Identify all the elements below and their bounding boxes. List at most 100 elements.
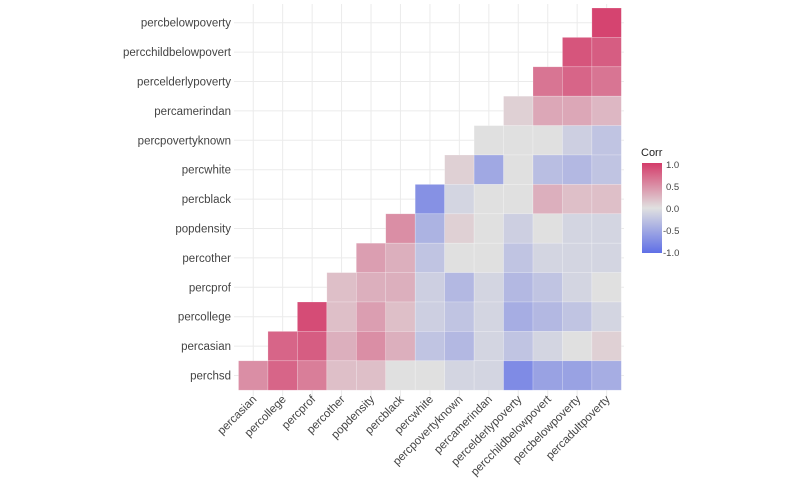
- heatmap-cell: [591, 331, 622, 362]
- heatmap-cell: [267, 360, 298, 391]
- heatmap-cell: [297, 360, 328, 391]
- legend-tick-label: 1.0: [666, 160, 679, 171]
- y-tick-label: percwhite: [182, 165, 231, 177]
- legend: Corr 1.0 0.5 0.0 -0.5 -1.0: [641, 147, 679, 259]
- heatmap-cell: [562, 95, 593, 126]
- heatmap-cell: [473, 125, 504, 156]
- heatmap-cell: [503, 184, 534, 215]
- y-tick-label: percchildbelowpovert: [123, 47, 232, 59]
- heatmap-cell: [473, 272, 504, 303]
- heatmap-cell: [562, 154, 593, 185]
- y-tick-label: percamerindan: [154, 106, 231, 118]
- heatmap-cell: [562, 242, 593, 273]
- heatmap-cell: [444, 360, 475, 391]
- heatmap-cell: [503, 242, 534, 273]
- heatmap-cell: [473, 154, 504, 185]
- y-tick-label: popdensity: [175, 224, 231, 236]
- legend-title: Corr: [641, 147, 663, 159]
- y-tick-label: percother: [182, 253, 231, 265]
- heatmap-cell: [562, 272, 593, 303]
- y-tick-label: percasian: [181, 341, 231, 353]
- heatmap-cell: [591, 301, 622, 332]
- heatmap-cell: [444, 184, 475, 215]
- heatmap-cell: [326, 272, 357, 303]
- heatmap-cell: [503, 213, 534, 244]
- heatmap-cell: [591, 95, 622, 126]
- heatmap-cell: [591, 360, 622, 391]
- heatmap-cell: [532, 154, 563, 185]
- heatmap-cell: [473, 301, 504, 332]
- heatmap-cell: [532, 331, 563, 362]
- heatmap-cell: [562, 331, 593, 362]
- legend-tick-label: 0.0: [666, 204, 679, 215]
- heatmap-cell: [503, 301, 534, 332]
- heatmap-cell: [444, 242, 475, 273]
- x-axis-labels: percasianpercollegepercprofpercotherpopd…: [216, 393, 613, 478]
- heatmap-cell: [326, 331, 357, 362]
- heatmap-cell: [532, 301, 563, 332]
- heatmap-cell: [238, 360, 269, 391]
- heatmap-cell: [503, 95, 534, 126]
- legend-tick-label: -1.0: [663, 248, 679, 259]
- y-tick-label: percpovertyknown: [138, 135, 231, 147]
- heatmap-cell: [414, 360, 445, 391]
- heatmap-cell: [444, 301, 475, 332]
- legend-tick-label: 0.5: [666, 182, 679, 193]
- heatmap-cell: [444, 213, 475, 244]
- heatmap-cell: [562, 301, 593, 332]
- heatmap-cell: [414, 242, 445, 273]
- heatmap-cell: [503, 272, 534, 303]
- heatmap-cell: [532, 213, 563, 244]
- heatmap-cell: [297, 301, 328, 332]
- heatmap-cell: [326, 301, 357, 332]
- heatmap-cell: [532, 95, 563, 126]
- heatmap-cell: [591, 242, 622, 273]
- heatmap-cell: [414, 331, 445, 362]
- y-axis-labels: percbelowpoverty percchildbelowpovert perc…: [123, 18, 232, 383]
- heatmap-cell: [355, 360, 387, 391]
- heatmap-cell: [355, 272, 387, 303]
- heatmap-cell: [503, 360, 534, 391]
- heatmap-cell: [385, 331, 416, 362]
- heatmap-cell: [503, 154, 534, 185]
- heatmap-cell: [355, 242, 387, 273]
- heatmap-cell: [385, 242, 416, 273]
- heatmap-cell: [562, 37, 593, 68]
- heatmap-cell: [591, 7, 622, 38]
- heatmap-cell: [532, 184, 563, 215]
- y-tick-label: percbelowpoverty: [141, 18, 231, 30]
- heatmap-cell: [414, 184, 445, 215]
- heatmap-cell: [473, 331, 504, 362]
- heatmap-cell: [562, 213, 593, 244]
- heatmap-cell: [591, 66, 622, 97]
- heatmap-cell: [591, 154, 622, 185]
- heatmap-cell: [473, 242, 504, 273]
- heatmap-cell: [532, 66, 563, 97]
- heatmap-cell: [297, 331, 328, 362]
- heatmap-cell: [444, 154, 475, 185]
- heatmap-cell: [444, 331, 475, 362]
- heatmap-cell: [355, 331, 387, 362]
- heatmap-cell: [562, 125, 593, 156]
- y-tick-label: percblack: [182, 194, 231, 206]
- legend-colorbar: [642, 163, 662, 253]
- heatmap-cell: [355, 301, 387, 332]
- heatmap-cell: [591, 184, 622, 215]
- legend-tick-label: -0.5: [663, 226, 679, 237]
- heatmap-cell: [414, 301, 445, 332]
- heatmap-cell: [385, 213, 416, 244]
- heatmap-cell: [591, 272, 622, 303]
- heatmap-cell: [503, 331, 534, 362]
- heatmap-cell: [562, 360, 593, 391]
- heatmap-cell: [532, 272, 563, 303]
- heatmap-cell: [385, 272, 416, 303]
- heatmap-cell: [532, 360, 563, 391]
- heatmap-cell: [591, 125, 622, 156]
- heatmap-cell: [562, 184, 593, 215]
- heatmap-cell: [532, 242, 563, 273]
- heatmap-cell: [414, 272, 445, 303]
- y-tick-label: percelderlypoverty: [137, 77, 231, 89]
- heatmap-cell: [267, 331, 298, 362]
- heatmap-cell: [591, 37, 622, 68]
